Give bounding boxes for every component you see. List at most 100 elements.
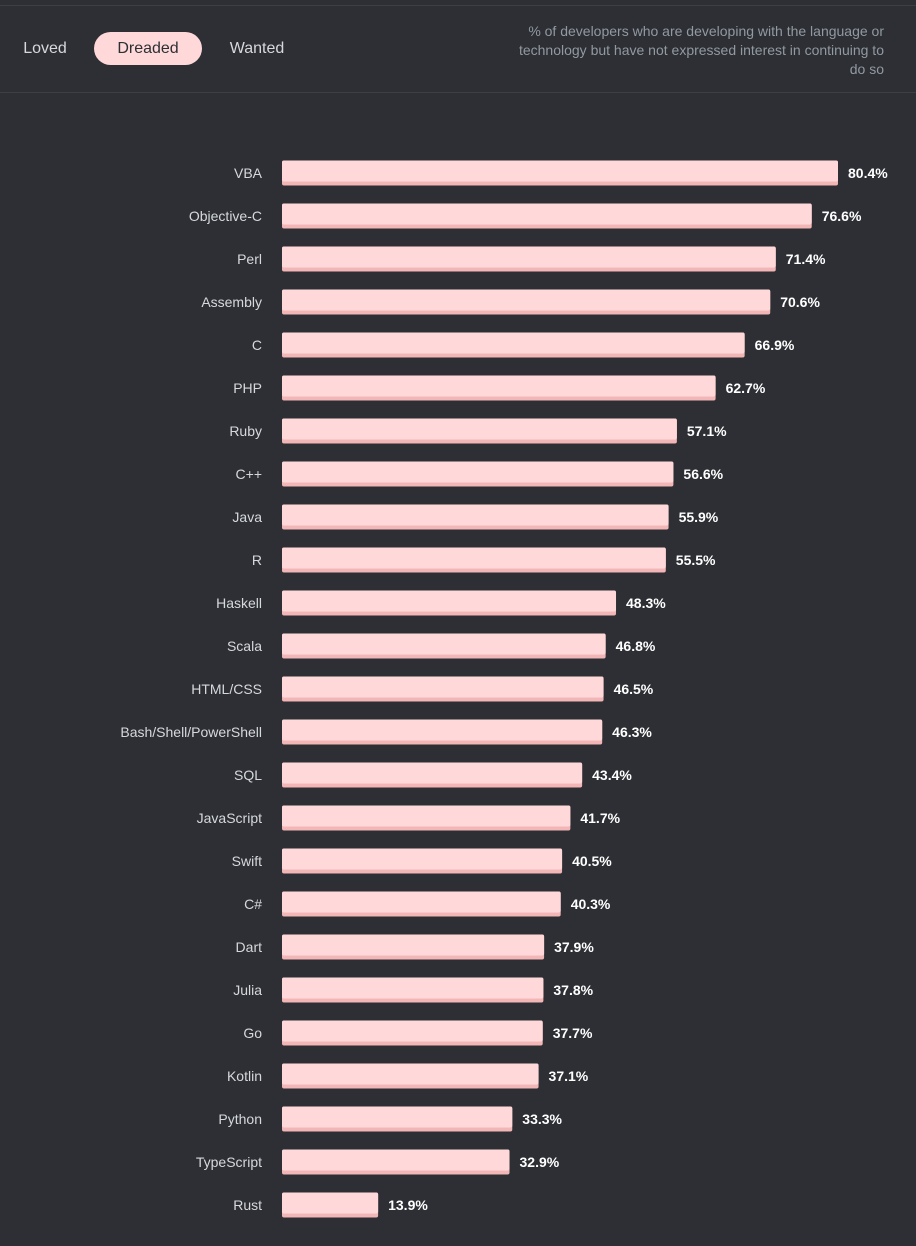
top-divider — [0, 5, 916, 6]
value-label: 43.4% — [592, 767, 632, 783]
bar-row: HTML/CSS 46.5% — [191, 676, 654, 702]
bar-row: Bash/Shell/PowerShell 46.3% — [120, 719, 652, 745]
value-label: 71.4% — [786, 251, 826, 267]
value-label: 37.8% — [553, 982, 593, 998]
value-label: 37.9% — [554, 939, 594, 955]
bar-row: VBA 80.4% — [234, 160, 888, 186]
bar-row: Haskell 48.3% — [216, 590, 666, 616]
category-label: C# — [244, 896, 262, 912]
bar-row: JavaScript 41.7% — [197, 805, 621, 831]
bar-row: Assembly 70.6% — [201, 289, 820, 315]
category-label: PHP — [233, 380, 262, 396]
bar[interactable] — [282, 547, 666, 569]
bar[interactable] — [282, 977, 544, 999]
tab-wanted[interactable]: Wanted — [229, 40, 285, 57]
category-label: SQL — [234, 767, 262, 783]
value-label: 55.9% — [679, 509, 719, 525]
category-label: Dart — [236, 939, 263, 955]
value-label: 40.5% — [572, 853, 612, 869]
bar-row: Scala 46.8% — [227, 633, 656, 659]
category-label: R — [252, 552, 262, 568]
value-label: 48.3% — [626, 595, 666, 611]
value-label: 66.9% — [755, 337, 795, 353]
bar[interactable] — [282, 1020, 543, 1042]
tab-loved[interactable]: Loved — [23, 40, 67, 57]
category-label: Scala — [227, 638, 262, 654]
value-label: 41.7% — [580, 810, 620, 826]
bar-row: Julia 37.8% — [233, 977, 594, 1003]
bar-row: Dart 37.9% — [236, 934, 594, 960]
value-label: 40.3% — [571, 896, 611, 912]
value-label: 33.3% — [522, 1111, 562, 1127]
bar[interactable] — [282, 203, 812, 225]
bar-row: Rust 13.9% — [233, 1192, 428, 1218]
bar-row: C++ 56.6% — [236, 461, 724, 487]
value-label: 76.6% — [822, 208, 862, 224]
bar[interactable] — [282, 375, 716, 397]
value-label: 57.1% — [687, 423, 727, 439]
value-label: 46.3% — [612, 724, 652, 740]
category-label: VBA — [234, 165, 263, 181]
chart-description: % of developers who are developing with … — [518, 23, 884, 77]
bar-row: Go 37.7% — [243, 1020, 593, 1046]
bar[interactable] — [282, 891, 561, 913]
value-label: 32.9% — [520, 1154, 560, 1170]
chart-header: Loved Dreaded Wanted % of developers who… — [0, 6, 916, 92]
bar-row: Python 33.3% — [218, 1106, 563, 1132]
value-label: 46.5% — [614, 681, 654, 697]
bar-row: Swift 40.5% — [232, 848, 612, 874]
bar[interactable] — [282, 289, 771, 311]
bar[interactable] — [282, 633, 606, 655]
value-label: 70.6% — [780, 294, 820, 310]
category-label: Swift — [232, 853, 262, 869]
bar[interactable] — [282, 504, 669, 526]
bar[interactable] — [282, 719, 603, 741]
category-label: Bash/Shell/PowerShell — [120, 724, 262, 740]
value-label: 80.4% — [848, 165, 888, 181]
bar-row: TypeScript 32.9% — [196, 1149, 560, 1175]
value-label: 62.7% — [726, 380, 766, 396]
bar[interactable] — [282, 1106, 513, 1128]
header-divider — [0, 92, 916, 93]
value-label: 37.1% — [549, 1068, 589, 1084]
value-label: 55.5% — [676, 552, 716, 568]
bar-row: Objective-C 76.6% — [189, 203, 862, 229]
bar[interactable] — [282, 332, 745, 354]
bar[interactable] — [282, 762, 583, 784]
value-label: 13.9% — [388, 1197, 428, 1213]
bar-row: C 66.9% — [252, 332, 795, 358]
bar[interactable] — [282, 1192, 379, 1214]
category-label: Java — [232, 509, 262, 525]
bar[interactable] — [282, 160, 838, 182]
category-label: Haskell — [216, 595, 262, 611]
category-label: Julia — [233, 982, 262, 998]
category-label: Python — [218, 1111, 262, 1127]
bar[interactable] — [282, 848, 563, 870]
bar[interactable] — [282, 805, 571, 827]
category-label: Assembly — [201, 294, 262, 310]
category-label: C++ — [236, 466, 262, 482]
category-label: C — [252, 337, 262, 353]
bar-chart: VBA 80.4% Objective-C 76.6% Perl 71.4% Assembl… — [120, 160, 888, 1218]
value-label: 37.7% — [553, 1025, 593, 1041]
bar[interactable] — [282, 934, 545, 956]
value-label: 56.6% — [683, 466, 723, 482]
tab-dreaded[interactable]: Dreaded — [94, 32, 202, 65]
bar[interactable] — [282, 590, 617, 612]
bar[interactable] — [282, 676, 604, 698]
bar-row: C# 40.3% — [244, 891, 611, 917]
value-label: 46.8% — [616, 638, 656, 654]
bar[interactable] — [282, 1149, 510, 1171]
category-label: Objective-C — [189, 208, 262, 224]
bar-row: Perl 71.4% — [237, 246, 826, 272]
category-label: HTML/CSS — [191, 681, 262, 697]
bar[interactable] — [282, 461, 674, 483]
bar-row: PHP 62.7% — [233, 375, 766, 401]
bar[interactable] — [282, 1063, 539, 1085]
category-label: Perl — [237, 251, 262, 267]
bar-row: Kotlin 37.1% — [227, 1063, 589, 1089]
bar[interactable] — [282, 418, 677, 440]
bar-row: SQL 43.4% — [234, 762, 632, 788]
bar[interactable] — [282, 246, 776, 268]
category-label: TypeScript — [196, 1154, 262, 1170]
